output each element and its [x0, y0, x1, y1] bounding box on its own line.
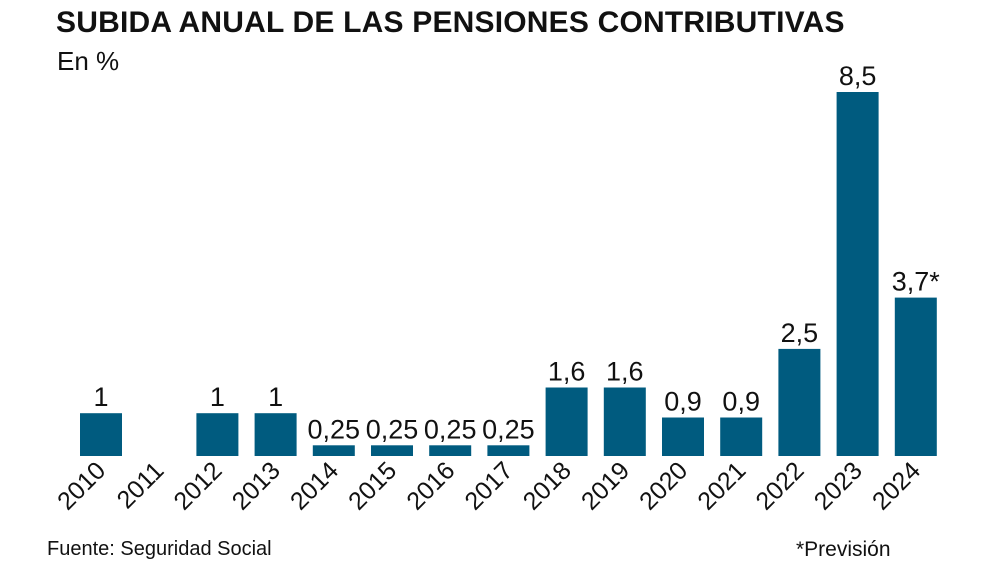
tick-label-2020: 2020: [634, 456, 693, 515]
data-label-2016: 0,25: [424, 414, 477, 444]
data-label-2018: 1,6: [548, 357, 586, 387]
data-label-2012: 1: [210, 382, 225, 412]
tick-label-2014: 2014: [285, 456, 344, 515]
data-label-2010: 1: [93, 382, 108, 412]
data-label-2023: 8,5: [839, 61, 877, 91]
bar-2014: [312, 445, 355, 456]
tick-label-2021: 2021: [692, 456, 751, 515]
data-label-2017: 0,25: [482, 414, 535, 444]
tick-label-2019: 2019: [576, 456, 635, 515]
bar-2023: [836, 92, 879, 456]
bar-2010: [80, 413, 122, 456]
bar-2019: [603, 387, 646, 456]
bar-2015: [371, 445, 413, 456]
data-label-2014: 0,25: [308, 414, 361, 444]
data-label-2020: 0,9: [664, 387, 702, 417]
data-label-2024: 3,7*: [892, 267, 941, 297]
tick-label-2011: 2011: [112, 456, 170, 514]
chart-title: SUBIDA ANUAL DE LAS PENSIONES CONTRIBUTI…: [56, 6, 845, 39]
bar-2017: [487, 445, 530, 456]
source-note: Fuente: Seguridad Social: [47, 538, 272, 560]
tick-label-2010: 2010: [52, 456, 111, 515]
data-label-2013: 1: [268, 382, 283, 412]
bar-2018: [545, 387, 588, 456]
bar-2020: [662, 417, 704, 456]
tick-label-2022: 2022: [751, 456, 810, 515]
tick-label-2013: 2013: [227, 456, 286, 515]
tick-label-2017: 2017: [460, 456, 519, 515]
data-label-2019: 1,6: [606, 357, 644, 387]
tick-label-2015: 2015: [343, 456, 402, 515]
chart-subtitle: En %: [57, 46, 120, 76]
bar-2016: [429, 445, 472, 456]
forecast-note: *Previsión: [796, 538, 891, 561]
tick-label-2012: 2012: [169, 456, 228, 515]
tick-label-2016: 2016: [401, 456, 460, 515]
bar-2021: [720, 417, 763, 456]
data-label-2021: 0,9: [722, 387, 760, 417]
data-label-2022: 2,5: [781, 318, 819, 348]
bar-2022: [778, 348, 821, 456]
bar-2024: [894, 297, 937, 456]
tick-label-2024: 2024: [867, 456, 926, 515]
tick-label-2018: 2018: [518, 456, 577, 515]
bar-2012: [196, 413, 239, 456]
bar-2013: [254, 413, 297, 456]
data-label-2015: 0,25: [366, 414, 419, 444]
tick-label-2023: 2023: [809, 456, 868, 515]
